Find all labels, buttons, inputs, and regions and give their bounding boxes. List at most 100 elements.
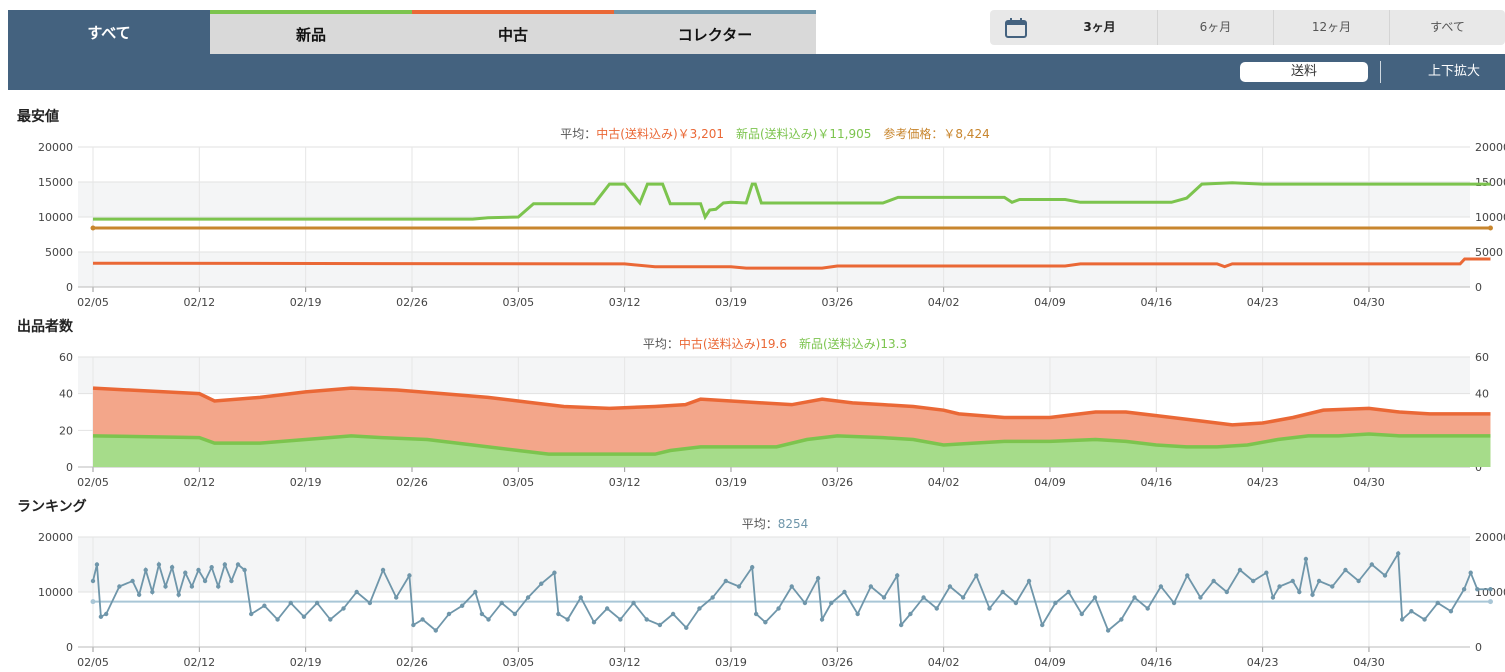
chart-summary: 平均：8254: [742, 517, 809, 531]
y-tick-label-left: 40: [59, 388, 73, 401]
offers-chart-title: 出品者数: [17, 319, 73, 335]
range-3-months-button[interactable]: 3ヶ月: [1083, 20, 1116, 34]
y-tick-label-right: 0: [1475, 461, 1482, 474]
series-point: [556, 611, 561, 617]
y-tick-label-left: 5000: [45, 246, 73, 259]
series-point: [150, 589, 155, 595]
series-point: [1316, 578, 1322, 584]
series-point: [229, 578, 234, 584]
series-point: [819, 617, 825, 622]
series-point: [301, 614, 307, 619]
x-tick-label: 03/12: [609, 476, 641, 489]
series-point: [136, 592, 142, 597]
series-point: [242, 567, 247, 573]
toolbar-divider: [1380, 61, 1381, 83]
series-point: [94, 562, 100, 567]
series-point: [341, 606, 346, 611]
y-tick-label-right: 15000: [1475, 176, 1505, 189]
x-tick-label: 04/23: [1247, 476, 1279, 489]
series-point: [196, 567, 201, 573]
tab-collector[interactable]: コレクター: [614, 10, 816, 54]
y-tick-label-left: 20000: [38, 531, 73, 544]
shipping-button[interactable]: 送料: [1240, 62, 1368, 82]
series-point: [670, 611, 676, 617]
series-point: [202, 578, 208, 584]
series-point: [446, 611, 452, 617]
series-point: [216, 584, 221, 589]
x-tick-label: 04/09: [1034, 296, 1066, 309]
series-point: [1270, 595, 1276, 600]
series-point: [1297, 589, 1302, 595]
series-point: [1224, 589, 1230, 595]
x-tick-label: 02/19: [290, 656, 322, 669]
range-12-months-button[interactable]: 12ヶ月: [1273, 10, 1389, 45]
series-point: [262, 603, 267, 608]
chart-2: 001000010000200002000002/0502/1202/1902/…: [38, 517, 1505, 669]
chart-summary: 平均：中古(送料込み)￥3,201 新品(送料込み)￥11,905 参考価格：￥…: [560, 126, 989, 141]
x-tick-label: 04/16: [1140, 656, 1172, 669]
x-tick-label: 04/09: [1034, 656, 1066, 669]
chart-summary: 平均：中古(送料込み)19.6 新品(送料込み)13.3: [643, 336, 907, 351]
series-point: [459, 603, 465, 608]
series-point: [552, 570, 557, 575]
area-line-1: [92, 432, 1491, 456]
y-tick-label-left: 60: [59, 351, 73, 364]
series-point: [710, 595, 715, 600]
series-point: [881, 595, 887, 600]
x-tick-label: 03/19: [715, 476, 747, 489]
plot-band: [78, 182, 1470, 217]
series-point: [631, 600, 636, 606]
series-point: [420, 617, 425, 622]
condition-tabs: すべて 新品 中古 コレクター: [8, 10, 816, 54]
series-point: [763, 620, 768, 625]
series-point: [288, 600, 293, 606]
series-point: [433, 628, 438, 633]
series-point: [499, 600, 504, 606]
series-point: [1105, 628, 1111, 633]
tab-all[interactable]: すべて: [8, 10, 210, 54]
x-tick-label: 02/05: [77, 656, 109, 669]
series-point: [736, 584, 742, 589]
series-point: [222, 562, 228, 567]
series-point: [143, 567, 148, 573]
series-point: [1158, 584, 1164, 589]
vertical-zoom-button[interactable]: 上下拡大: [1428, 64, 1481, 79]
series-point: [1092, 595, 1098, 600]
range-all-button[interactable]: すべて: [1389, 10, 1505, 45]
series-point: [987, 606, 992, 611]
chart-0: 0 0 5000 5000 10000 10000 15000 15000 20000 20000…: [38, 126, 1505, 309]
x-tick-label: 03/26: [821, 296, 853, 309]
x-tick-label: 04/30: [1353, 476, 1385, 489]
x-tick-label: 04/09: [1034, 476, 1066, 489]
series-point: [275, 617, 280, 622]
series-point: [921, 595, 926, 600]
range-6-months-button[interactable]: 6ヶ月: [1157, 10, 1273, 45]
series-point: [1171, 600, 1177, 606]
series-point: [103, 611, 109, 617]
x-tick-label: 03/12: [609, 296, 641, 309]
series-point: [1040, 622, 1045, 628]
series-point: [974, 573, 979, 578]
series-point: [1343, 567, 1348, 573]
series-point: [394, 595, 399, 600]
series-point: [895, 573, 900, 578]
series-point: [960, 595, 966, 600]
series-point: [163, 584, 168, 589]
calendar-icon[interactable]: [990, 17, 1042, 38]
tab-new[interactable]: 新品: [210, 10, 412, 54]
series-point: [1237, 567, 1243, 573]
tab-used[interactable]: 中古: [412, 10, 614, 54]
series-point: [314, 600, 320, 606]
x-tick-label: 04/16: [1140, 296, 1172, 309]
series-point: [1277, 584, 1282, 589]
series-point: [749, 565, 755, 570]
x-tick-label: 02/19: [290, 476, 322, 489]
series-point: [947, 584, 953, 589]
series-point: [176, 592, 181, 597]
chart-1: 0020204040606002/0502/1202/1902/2603/050…: [59, 336, 1491, 489]
series-point: [815, 576, 821, 581]
x-tick-label: 03/19: [715, 296, 747, 309]
series-point: [1399, 617, 1405, 622]
series-point: [1422, 617, 1427, 622]
series-point: [473, 589, 478, 595]
